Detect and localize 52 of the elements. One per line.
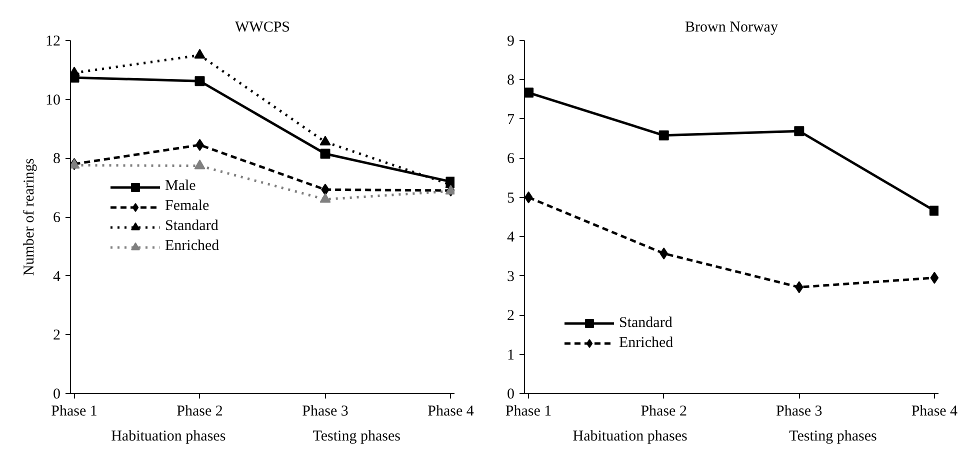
point	[524, 88, 534, 98]
point	[320, 193, 331, 203]
y-tick-label: 2	[53, 328, 60, 344]
y-tick-label: 0	[507, 386, 514, 402]
x-tick-label: Phase 2	[176, 404, 223, 420]
y-tick-label: 12	[46, 34, 60, 50]
point	[929, 206, 938, 216]
y-tick-label: 8	[53, 151, 60, 168]
y-tick-label: 3	[507, 268, 514, 285]
legend-label: Standard	[619, 314, 672, 332]
point	[194, 160, 206, 170]
y-tick-label: 6	[53, 210, 61, 226]
text: Testing phases	[789, 428, 877, 444]
chart-title: Brown Norway	[685, 20, 778, 36]
legend-label: Male	[165, 178, 196, 195]
legend-label: Enriched	[619, 334, 674, 352]
x-tick-label: Phase 3	[776, 404, 822, 420]
y-tick-label: 10	[46, 92, 60, 108]
point	[658, 130, 669, 140]
text: Testing phases	[312, 428, 401, 444]
x-tick-label: Phase 4	[428, 404, 474, 420]
y-tick-label: 4	[53, 268, 61, 285]
y-axis-title: Number of rearings	[22, 158, 38, 276]
y-tick-label: 6	[507, 151, 515, 168]
point	[445, 184, 454, 194]
y-tick-label: 0	[53, 386, 60, 402]
y-tick-label: 7	[507, 112, 515, 128]
point	[660, 247, 668, 260]
text: Habituation phases	[572, 428, 688, 444]
text: Habituation phases	[111, 428, 226, 444]
point	[194, 48, 206, 59]
point	[794, 281, 804, 294]
y-tick-label: 4	[507, 230, 515, 246]
legend-label: Female	[165, 198, 210, 215]
x-tick-label: Phase 3	[302, 404, 348, 420]
y-tick-label: 5	[507, 190, 514, 206]
x-tick-label: Phase 2	[640, 404, 687, 420]
x-tick-label: Phase 1	[51, 404, 98, 420]
x-tick-label: Phase 1	[505, 404, 552, 420]
y-tick-label: 1	[507, 347, 514, 364]
y-tick-label: 2	[507, 308, 514, 324]
legend-label: Standard	[165, 218, 218, 235]
point	[320, 136, 331, 146]
y-tick-label: 9	[507, 34, 514, 50]
y-tick-label: 8	[507, 72, 514, 89]
point	[70, 66, 80, 76]
point	[794, 126, 804, 136]
x-tick-label: Phase 4	[911, 404, 958, 420]
point	[320, 148, 330, 159]
legend-label: Enriched	[165, 238, 220, 255]
chart-title: WWCPS	[235, 20, 290, 36]
point	[194, 76, 205, 86]
